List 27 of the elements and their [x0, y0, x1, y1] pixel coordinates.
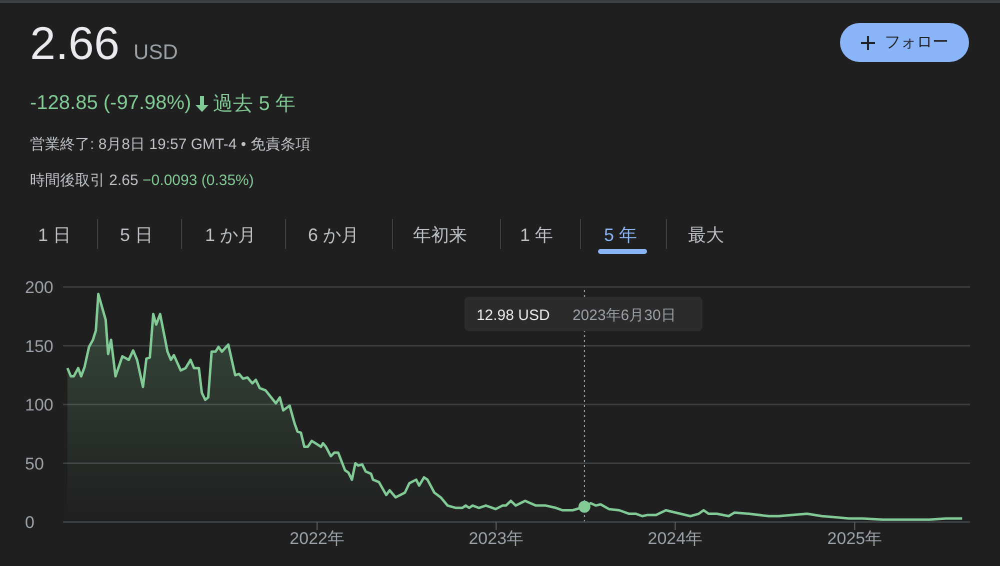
chart-subtitle: USD [134, 41, 178, 64]
x-tick-label: 2022年 [290, 529, 345, 548]
text: 1 か月 [205, 224, 256, 247]
y-tick-label: 150 [25, 336, 54, 356]
text: フォロー [840, 23, 969, 62]
text: 時間後取引 2.65 [30, 172, 138, 189]
y-tick-label: 50 [25, 454, 44, 474]
text: -128.85 (-97.98%) [30, 92, 192, 115]
chart-title: 2.66 [30, 17, 120, 69]
y-tick-label: 200 [25, 278, 54, 298]
x-tick-label: 2024年 [648, 529, 703, 548]
text: 過去 5 年 [213, 92, 296, 117]
text: 1 年 [520, 224, 554, 247]
x-tick-label: 2025年 [827, 529, 882, 548]
text: 最大 [688, 224, 724, 247]
y-tick-label: 100 [25, 396, 54, 415]
text: −0.0093 (0.35%) [142, 172, 254, 189]
annotation: 12.98 USD [476, 307, 550, 324]
text: 5 日 [120, 224, 154, 247]
text: 営業終了: 8月8日 19:57 GMT-4 • 免責条項 [30, 135, 310, 154]
text: 年初来 [413, 224, 467, 247]
y-tick-label: 0 [25, 513, 34, 532]
text: 5 年 [604, 224, 638, 247]
text: 6 か月 [308, 224, 360, 247]
ref-line-label: 2023年6月30日 [572, 307, 676, 324]
x-tick-label: 2023年 [468, 529, 524, 548]
text: 1 日 [38, 224, 72, 247]
